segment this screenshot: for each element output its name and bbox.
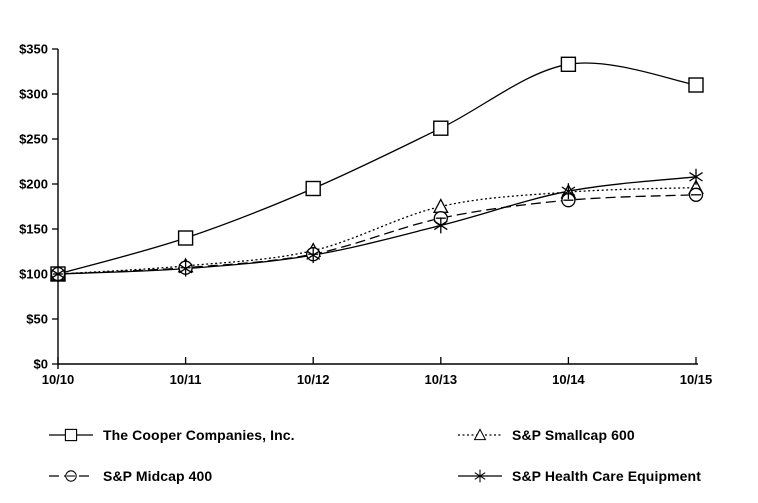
marker-asterisk [474, 469, 486, 483]
x-tick-label: 10/12 [297, 372, 330, 387]
legend-marker-asterisk [458, 469, 502, 483]
marker-asterisk [306, 247, 321, 264]
legend-label-healthcare-equipment: S&P Health Care Equipment [512, 468, 701, 484]
marker-circle-dash [65, 470, 77, 482]
x-tick-label: 10/15 [680, 372, 713, 387]
y-tick-label: $350 [19, 42, 48, 57]
chart-legend: The Cooper Companies, Inc. S&P Smallcap … [48, 426, 701, 485]
y-tick-label: $100 [19, 267, 48, 282]
marker-square [433, 120, 449, 136]
marker-square [64, 428, 78, 442]
chart-canvas: $0 $50 $100 $150 $200 $250 $300 $350 10/10 10/11 1… [19, 42, 713, 388]
series-line-3 [57, 176, 697, 275]
marker-square [305, 180, 321, 197]
marker-square [177, 230, 194, 246]
y-tick-label: $200 [19, 177, 48, 192]
marker-circle-dash [688, 187, 704, 202]
marker-asterisk [561, 183, 576, 200]
y-tick-label: $0 [34, 357, 48, 372]
series-line-0 [57, 62, 697, 275]
series-line-2 [57, 194, 697, 275]
y-tick-label: $150 [19, 222, 48, 237]
marker-asterisk [51, 266, 65, 282]
legend-marker-square [49, 428, 93, 442]
legend-label-smallcap600: S&P Smallcap 600 [512, 427, 635, 443]
x-tick-label: 10/13 [425, 372, 458, 387]
legend-marker-circle [49, 470, 93, 482]
series-line-1 [57, 186, 697, 275]
x-tick-label: 10/14 [552, 372, 585, 387]
y-tick-label: $50 [26, 312, 48, 327]
marker-square [688, 77, 704, 93]
marker-asterisk [178, 260, 193, 277]
legend-item-cooper: The Cooper Companies, Inc. [48, 426, 457, 444]
legend-item-smallcap600: S&P Smallcap 600 [457, 426, 701, 444]
marker-asterisk [689, 168, 703, 185]
marker-asterisk [433, 217, 448, 234]
y-tick-label: $250 [19, 132, 48, 147]
marker-triangle [473, 428, 487, 441]
x-tick-label: 10/11 [170, 372, 202, 387]
legend-item-healthcare-equipment: S&P Health Care Equipment [457, 467, 701, 485]
marker-square [560, 56, 577, 73]
legend-label-cooper: The Cooper Companies, Inc. [103, 427, 295, 443]
legend-label-midcap400: S&P Midcap 400 [103, 468, 213, 484]
y-tick-label: $300 [19, 87, 48, 102]
x-tick-label: 10/10 [42, 372, 75, 387]
legend-marker-triangle [458, 428, 502, 441]
legend-item-midcap400: S&P Midcap 400 [48, 467, 457, 485]
